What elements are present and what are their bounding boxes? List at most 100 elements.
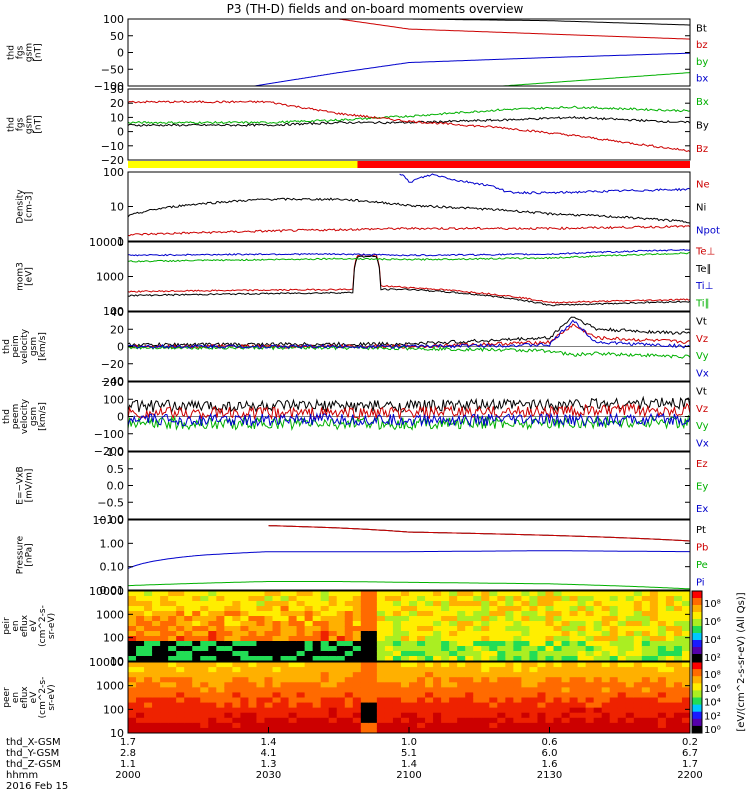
spectrogram-cell (208, 631, 217, 637)
spectrogram-cell (521, 677, 531, 683)
spectrogram-cell (128, 707, 137, 714)
spectrogram-cell (128, 641, 137, 647)
spectrogram-cell (344, 722, 354, 729)
spectrogram-cell (489, 667, 498, 673)
spectrogram-cell (240, 687, 250, 694)
spectrogram-cell (136, 692, 145, 699)
spectrogram-cell (465, 702, 474, 709)
spectrogram-cell (537, 717, 547, 724)
ytick-label: 20 (110, 97, 124, 110)
spectrogram-cell (360, 646, 370, 652)
ytick-label: −1.0 (97, 513, 124, 526)
spectrogram-cell (160, 631, 169, 637)
spectrogram-cell (208, 707, 217, 714)
series-line-Vy (128, 344, 690, 359)
spectrogram-cell (240, 662, 250, 668)
spectrogram-cell (328, 697, 338, 704)
spectrogram-cell (529, 717, 539, 724)
spectrogram-cell (681, 636, 690, 642)
spectrogram-cell (200, 722, 209, 729)
ylabel-3: Density [cm-3] (16, 189, 35, 224)
spectrogram-cell (433, 611, 442, 617)
spectrogram-cell (449, 682, 458, 688)
spectrogram-cell (657, 606, 667, 612)
spectrogram-cell (256, 621, 266, 627)
spectrogram-cell (657, 626, 667, 632)
spectrogram-cell (400, 616, 410, 622)
spectrogram-cell (240, 631, 250, 637)
spectrogram-cell (264, 601, 274, 607)
spectrogram-cell (673, 591, 683, 597)
spectrogram-cell (312, 727, 322, 733)
spectrogram-cell (649, 727, 659, 733)
ytick-label: −10 (101, 140, 124, 153)
spectrogram-cell (441, 606, 450, 612)
spectrogram-cell (465, 697, 474, 704)
spectrogram-cell (449, 591, 458, 597)
spectrogram-cell (216, 692, 225, 699)
spectrogram-cell (537, 656, 547, 661)
spectrogram-cell (561, 712, 571, 719)
ytick-label: −40 (101, 375, 124, 388)
spectrogram-cell (304, 682, 314, 688)
spectrogram-cell (400, 717, 410, 724)
spectrogram-cell (344, 677, 354, 683)
spectrogram-cell (232, 646, 241, 652)
spectrogram-cell (248, 601, 258, 607)
spectrogram-cell (384, 601, 394, 607)
spectrogram-cell (545, 641, 555, 647)
spectrogram-cell (449, 702, 458, 709)
spectrogram-cell (513, 702, 522, 709)
spectrogram-cell (400, 621, 410, 627)
spectrogram-cell (256, 606, 266, 612)
ylabel-line: peir (2, 617, 12, 635)
ytick-label: 40 (110, 306, 124, 319)
spectrogram-cell (409, 591, 418, 597)
spectrogram-cell (617, 672, 627, 678)
spectrogram-cell (617, 606, 627, 612)
spectrogram-cell (441, 611, 450, 617)
spectrogram-cell (425, 667, 434, 673)
spectrogram-cell (633, 667, 643, 673)
spectrogram-cell (449, 727, 458, 733)
spectrogram-cell (224, 641, 233, 647)
spectrogram-cell (665, 646, 675, 652)
spectrogram-cell (376, 641, 386, 647)
spectrogram-cell (465, 601, 474, 607)
spectrogram-cell (433, 702, 442, 709)
spectrogram-cell (537, 662, 547, 668)
spectrogram-cell (441, 662, 450, 668)
spectrogram-cell (657, 717, 667, 724)
spectrogram-cell (328, 682, 338, 688)
spectrogram-cell (465, 651, 474, 657)
spectrogram-cell (665, 656, 675, 661)
spectrogram-cell (352, 611, 362, 617)
legend-Ey: Ey (696, 482, 708, 493)
spectrogram-cell (392, 596, 402, 602)
spectrogram-cell (280, 697, 290, 704)
spectrogram-cell (489, 697, 498, 704)
spectrogram-cell (665, 692, 675, 699)
series-line-Vz (128, 323, 690, 350)
spectrogram-cell (521, 606, 531, 612)
spectrogram-cell (168, 621, 177, 627)
spectrogram-cell (360, 626, 370, 632)
spectrogram-cell (200, 702, 209, 709)
spectrogram-cell (224, 591, 233, 597)
spectrogram-cell (553, 636, 563, 642)
spectrogram-cell (673, 626, 683, 632)
spectrogram-cell (272, 641, 282, 647)
spectrogram-cell (457, 646, 466, 652)
spectrogram-cell (320, 707, 330, 714)
spectrogram-cell (601, 651, 611, 657)
spectrogram-cell (553, 651, 563, 657)
spectrogram-cell (224, 662, 233, 668)
spectrogram-cell (248, 626, 258, 632)
spectrogram-cell (176, 687, 185, 694)
spectrogram-cell (553, 631, 563, 637)
spectrogram-cell (192, 697, 201, 704)
xaxis-row-value: 1.7 (682, 759, 698, 770)
spectrogram-cell (160, 697, 169, 704)
spectrogram-cell (384, 697, 394, 704)
